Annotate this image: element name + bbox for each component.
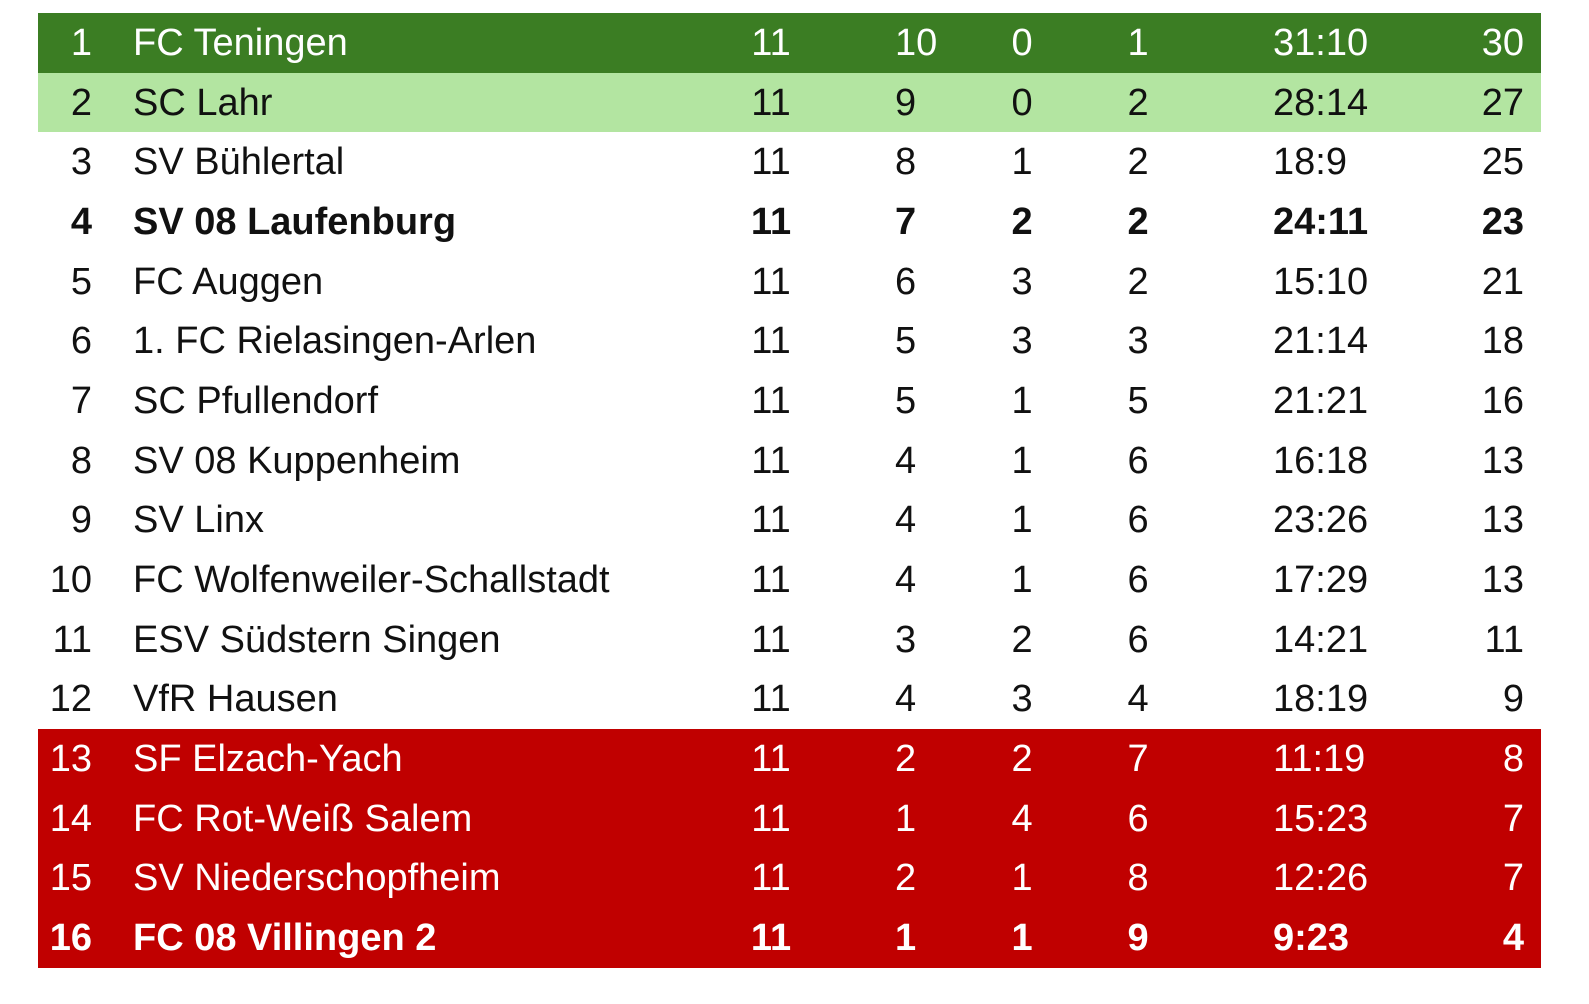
cell-w: 4: [895, 439, 917, 482]
cell-goals: 15:10: [1273, 260, 1369, 303]
cell-rank: 16: [49, 917, 92, 960]
cell-rank: 5: [70, 260, 92, 303]
cell-team: SC Lahr: [133, 81, 273, 124]
cell-pts: 30: [1481, 21, 1524, 64]
cell-goals: 11:19: [1273, 738, 1366, 781]
cell-team: SF Elzach-Yach: [133, 738, 403, 781]
cell-team: SC Pfullendorf: [133, 379, 379, 422]
table-row: 14 FC Rot-Weiß Salem 11 1 4 6 15:23 7: [38, 788, 1541, 849]
cell-team: VfR Hausen: [133, 678, 338, 721]
cell-team: ESV Südstern Singen: [133, 618, 501, 661]
cell-pts: 23: [1481, 200, 1524, 243]
table-row: 16 FC 08 Villingen 2 11 1 1 9 9:23 4: [38, 908, 1541, 968]
cell-w: 4: [895, 499, 917, 542]
cell-pts: 13: [1481, 499, 1524, 542]
cell-w: 2: [895, 738, 917, 781]
cell-team: FC Rot-Weiß Salem: [133, 797, 473, 840]
cell-w: 2: [895, 857, 917, 900]
cell-w: 7: [895, 200, 917, 243]
cell-rank: 3: [70, 141, 92, 184]
cell-team: 1. FC Rielasingen-Arlen: [133, 320, 537, 363]
cell-goals: 12:26: [1273, 857, 1369, 900]
cell-pts: 18: [1481, 320, 1524, 363]
cell-pts: 25: [1481, 141, 1524, 184]
cell-team: SV Linx: [133, 499, 264, 542]
cell-pts: 7: [1502, 797, 1524, 840]
cell-pts: 9: [1502, 678, 1524, 721]
table-row: 13 SF Elzach-Yach 11 2 2 7 11:19 8: [38, 729, 1541, 789]
cell-goals: 15:23: [1273, 797, 1369, 840]
table-row: 1 FC Teningen 11 10 0 1 31:10 30: [38, 13, 1541, 73]
cell-rank: 7: [70, 379, 92, 422]
cell-w: 8: [895, 141, 917, 184]
cell-team: SV 08 Laufenburg: [133, 200, 457, 243]
cell-goals: 28:14: [1273, 81, 1369, 124]
cell-rank: 1: [70, 21, 92, 64]
standings-table: 1 FC Teningen 11 10 0 1 31:10 30 2 SC Lahr 11 9 0 2 28…: [38, 13, 1541, 968]
cell-goals: 17:29: [1273, 559, 1369, 602]
cell-w: 3: [895, 618, 917, 661]
cell-pts: 11: [1484, 618, 1524, 661]
cell-pts: 4: [1502, 917, 1524, 960]
table-row: 15 SV Niederschopfheim 11 2 1 8 12:26 7: [38, 848, 1541, 909]
cell-team: FC Auggen: [133, 260, 324, 303]
cell-w: 1: [895, 917, 917, 960]
table-row: 3 SV Bühlertal 11 8 1 2 18:9 25: [70, 141, 1524, 184]
cell-team: FC Teningen: [133, 21, 348, 64]
cell-rank: 11: [52, 618, 92, 661]
cell-rank: 15: [49, 857, 92, 900]
cell-rank: 9: [70, 499, 92, 542]
cell-pts: 21: [1481, 260, 1524, 303]
cell-team: SV Niederschopfheim: [133, 857, 501, 900]
cell-pts: 16: [1481, 379, 1524, 422]
table-row: 4 SV 08 Laufenburg 11 7 2 2 24:11 23: [70, 200, 1524, 243]
cell-goals: 24:11: [1273, 200, 1369, 243]
cell-team: SV Bühlertal: [133, 141, 345, 184]
table-row: 6 1. FC Rielasingen-Arlen 11 5 3 3 21:14 18: [70, 320, 1524, 363]
cell-team: FC Wolfenweiler-Schallstadt: [133, 559, 610, 602]
cell-goals: 18:19: [1273, 678, 1369, 721]
cell-w: 4: [895, 678, 917, 721]
cell-w: 6: [895, 260, 917, 303]
cell-rank: 6: [70, 320, 92, 363]
cell-pts: 7: [1502, 857, 1524, 900]
cell-w: 10: [895, 21, 938, 64]
cell-goals: 16:18: [1273, 439, 1369, 482]
table-row: 12 VfR Hausen 11 4 3 4 18:19 9: [49, 678, 1524, 721]
cell-goals: 14:21: [1273, 618, 1369, 661]
table-row: 8 SV 08 Kuppenheim 11 4 1 6 16:18 13: [70, 439, 1524, 482]
table-row: 5 FC Auggen 11 6 3 2 15:10 21: [70, 260, 1524, 303]
cell-goals: 31:10: [1273, 21, 1369, 64]
cell-goals: 21:14: [1273, 320, 1369, 363]
cell-pts: 13: [1481, 559, 1524, 602]
cell-goals: 23:26: [1273, 499, 1369, 542]
cell-rank: 4: [70, 200, 92, 243]
cell-pts: 8: [1502, 738, 1524, 781]
cell-pts: 27: [1481, 81, 1524, 124]
cell-pts: 13: [1481, 439, 1524, 482]
cell-goals: 21:21: [1273, 379, 1369, 422]
table-row: 10 FC Wolfenweiler-Schallstadt 11 4 1 6 17:29 1…: [49, 559, 1524, 602]
cell-rank: 2: [70, 81, 92, 124]
cell-rank: 10: [49, 559, 92, 602]
table-row: 7 SC Pfullendorf 11 5 1 5 21:21 16: [70, 379, 1524, 422]
cell-team: FC 08 Villingen 2: [133, 917, 437, 960]
cell-rank: 13: [49, 738, 92, 781]
cell-goals: 18:9: [1273, 141, 1347, 184]
cell-rank: 8: [70, 439, 92, 482]
table-row: 2 SC Lahr 11 9 0 2 28:14 27: [38, 72, 1541, 133]
cell-rank: 14: [49, 797, 92, 840]
cell-rank: 12: [49, 678, 92, 721]
cell-w: 5: [895, 379, 917, 422]
table-row: 9 SV Linx 11 4 1 6 23:26 13: [70, 499, 1524, 542]
cell-team: SV 08 Kuppenheim: [133, 439, 461, 482]
cell-goals: 9:23: [1273, 917, 1350, 960]
cell-w: 5: [895, 320, 917, 363]
cell-w: 9: [895, 81, 917, 124]
table-row: 11 ESV Südstern Singen 11 3 2 6 14:21 11: [52, 618, 1524, 661]
cell-w: 4: [895, 559, 917, 602]
cell-w: 1: [895, 797, 917, 840]
